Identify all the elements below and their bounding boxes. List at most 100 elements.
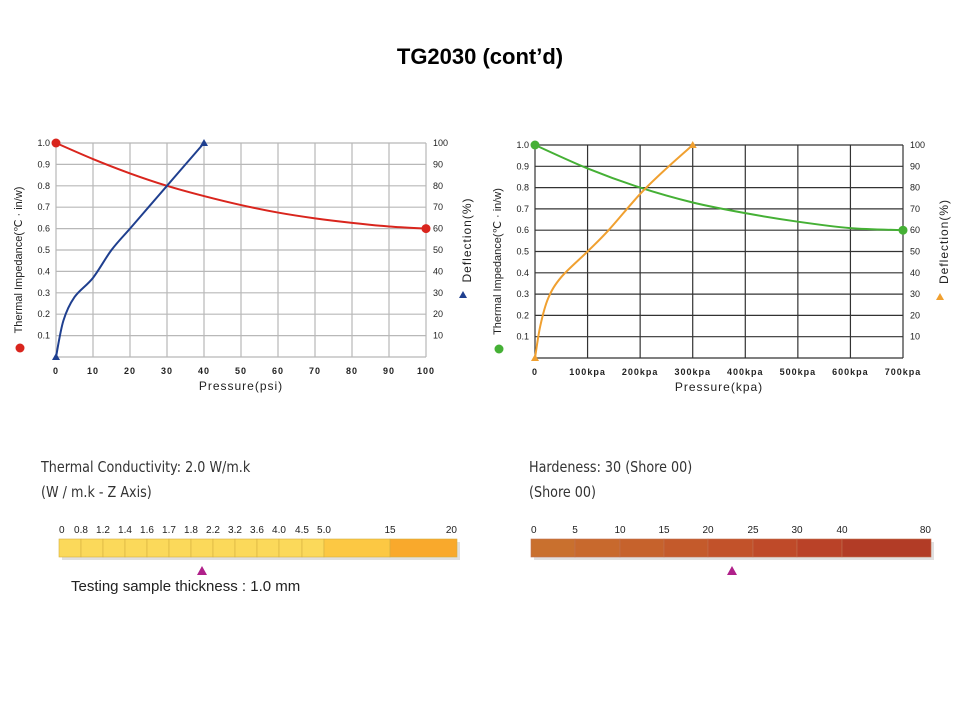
y2-tick-label: 40: [433, 266, 443, 276]
y-axis-label: Thermal Impedance(℃ · in/w): [13, 187, 25, 334]
bar-segment: [530, 538, 576, 558]
x-tick-label: 500kpa: [780, 367, 817, 377]
scale-label: 1.2: [96, 525, 110, 536]
x-tick-label: 300kpa: [674, 367, 711, 377]
data-point-triangle: [688, 141, 697, 148]
scale-label: 3.2: [228, 525, 242, 536]
y-tick-label: 1.0: [516, 140, 529, 150]
y-tick-label: 0.5: [37, 245, 50, 255]
y-tick-label: 0.4: [516, 268, 529, 278]
bar-segment: [190, 538, 214, 558]
y-tick-label: 1.0: [37, 138, 50, 148]
page-title: TG2030 (cont’d): [396, 44, 564, 69]
bar-segment: [841, 538, 932, 558]
chart-psi: 0 10 20 30 40 50 60 70 80 90 100 0.1 0.2 0.3 0.4 0.5 0.6…: [13, 138, 474, 393]
x-tick-label: 700kpa: [885, 367, 922, 377]
y2-tick-label: 20: [433, 309, 443, 319]
y-tick-label: 0.6: [37, 224, 50, 234]
x-tick-label: 40: [198, 366, 210, 376]
y2-tick-label: 50: [910, 247, 920, 257]
series-line-deflection: [55, 142, 205, 358]
y2-tick-label: 30: [433, 288, 443, 298]
scale-label: 25: [747, 525, 759, 536]
x-tick-label: 50: [235, 366, 247, 376]
scale-label: 4.5: [295, 525, 309, 536]
scale-label: 80: [920, 525, 932, 536]
y-tick-label: 0.7: [516, 204, 529, 214]
bar-segment: [301, 538, 325, 558]
y-tick-label: 0.4: [37, 266, 50, 276]
y2-tick-label: 10: [433, 331, 443, 341]
hardness-title-text: Hardeness: 30 (Shore 00): [529, 458, 693, 476]
scale-label: 10: [614, 525, 626, 536]
conductivity-title-text: Thermal Conductivity: 2.0 W/m.k: [41, 458, 251, 476]
bar-segment: [796, 538, 843, 558]
y2-tick-label: 100: [910, 140, 925, 150]
hardness-subtitle: (Shore 00): [529, 483, 597, 501]
y-tick-label: 0.2: [37, 309, 50, 319]
bar-segment: [574, 538, 621, 558]
conductivity-title: Thermal Conductivity: 2.0 W/m.k (W / m.k…: [41, 455, 250, 505]
y2-axis-label: Deflection(%): [460, 197, 474, 282]
bar-segment: [168, 538, 192, 558]
y2-tick-label: 90: [433, 159, 443, 169]
y-tick-label: 0.2: [516, 310, 529, 320]
x-tick-label: 0: [532, 367, 538, 377]
series-line-deflection: [534, 144, 694, 359]
x-tick-label: 0: [53, 366, 59, 376]
y-tick-label: 0.7: [37, 202, 50, 212]
scale-label: 40: [836, 525, 848, 536]
data-point-circle: [530, 140, 540, 150]
y2-tick-label: 100: [433, 138, 448, 148]
y-tick-label: 0.5: [516, 247, 529, 257]
y2-tick-label: 80: [433, 181, 443, 191]
y2-axis-label: Deflection(%): [937, 199, 951, 284]
bar-segment: [124, 538, 148, 558]
y-tick-label: 0.3: [516, 289, 529, 299]
scale-label: 20: [702, 525, 714, 536]
scale-label: 20: [446, 525, 458, 536]
chart-kpa: 0 100kpa 200kpa 300kpa 400kpa 500kpa 600kpa 700…: [492, 140, 951, 394]
y-tick-label: 0.1: [516, 332, 529, 342]
x-tick-label: 60: [272, 366, 284, 376]
conductivity-subtitle: (W / m.k - Z Axis): [41, 483, 152, 501]
bar-segment: [752, 538, 798, 558]
x-axis-label: Pressure(kpa): [675, 380, 763, 394]
y-tick-label: 0.9: [37, 159, 50, 169]
y2-tick-label: 70: [910, 204, 920, 214]
y2-tick-label: 40: [910, 268, 920, 278]
series-line-thermal-impedance: [534, 144, 904, 232]
bar-segment: [619, 538, 665, 558]
scale-label: 0: [59, 525, 65, 536]
x-tick-label: 600kpa: [832, 367, 869, 377]
impedance-legend-circle-icon: [15, 343, 25, 353]
scale-label: 2.2: [206, 525, 220, 536]
x-tick-label: 100: [417, 366, 435, 376]
y-tick-label: 0.9: [516, 161, 529, 171]
x-tick-label: 80: [346, 366, 358, 376]
x-tick-label: 400kpa: [727, 367, 764, 377]
bar-segment: [102, 538, 126, 558]
scale-label: 1.8: [184, 525, 198, 536]
scale-label: 3.6: [250, 525, 264, 536]
x-tick-label: 30: [161, 366, 173, 376]
data-point-circle: [898, 225, 908, 235]
deflection-legend-triangle-icon: [936, 293, 944, 300]
x-tick-label: 200kpa: [622, 367, 659, 377]
data-point-triangle: [200, 139, 208, 146]
deflection-legend-triangle-icon: [459, 291, 467, 298]
testing-note: Testing sample thickness : 1.0 mm: [71, 578, 301, 595]
x-tick-label: 90: [383, 366, 395, 376]
scale-label: 0: [531, 525, 537, 536]
scale-label: 1.7: [162, 525, 176, 536]
bar-segment: [663, 538, 709, 558]
y2-tick-label: 60: [433, 224, 443, 234]
bar-segment: [278, 538, 303, 558]
y2-tick-label: 80: [910, 183, 920, 193]
scale-label: 5: [572, 525, 578, 536]
y-tick-label: 0.3: [37, 288, 50, 298]
y-tick-label: 0.8: [37, 181, 50, 191]
value-marker-triangle-icon: [727, 566, 737, 575]
y-axis-label: Thermal Impedance(℃ · in/w): [492, 188, 504, 335]
scale-label: 1.6: [140, 525, 154, 536]
